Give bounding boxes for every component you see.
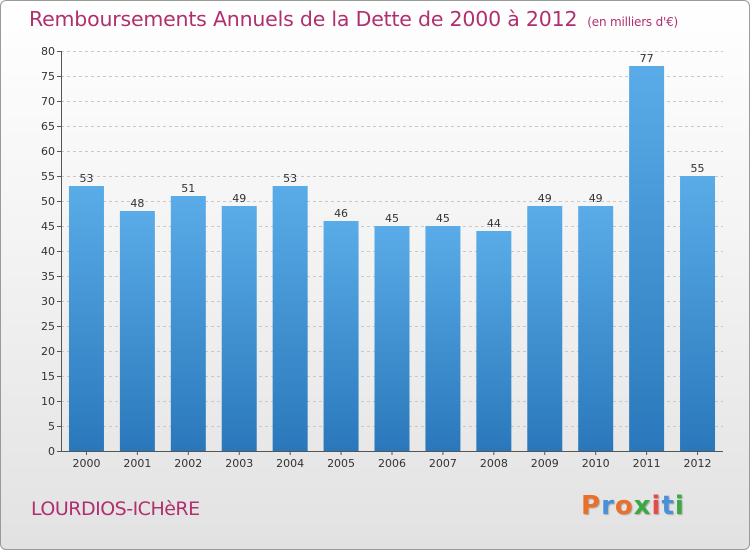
bar-value-label: 45 — [436, 212, 450, 225]
bar — [476, 231, 512, 451]
bar-value-label: 53 — [79, 172, 93, 185]
x-tick-label: 2007 — [429, 457, 457, 470]
y-tick-label: 60 — [41, 145, 55, 158]
bar-value-label: 46 — [334, 207, 348, 220]
chart-title-text: Remboursements Annuels de la Dette de 20… — [29, 7, 578, 31]
y-tick-label: 75 — [41, 70, 55, 83]
bar-value-label: 45 — [385, 212, 399, 225]
bar — [323, 221, 359, 451]
bar-value-label: 55 — [691, 162, 705, 175]
y-tick-label: 10 — [41, 395, 55, 408]
y-tick-label: 25 — [41, 320, 55, 333]
bar — [680, 176, 716, 451]
bar — [425, 226, 461, 451]
bar-value-label: 48 — [130, 197, 144, 210]
x-tick-label: 2010 — [582, 457, 610, 470]
logo-letter: r — [601, 491, 615, 521]
logo-letter: x — [633, 491, 652, 521]
bar-value-label: 51 — [181, 182, 195, 195]
logo-letter: i — [651, 491, 662, 521]
bar-value-label: 44 — [487, 217, 501, 230]
bar — [374, 226, 410, 451]
logo-letter: o — [614, 491, 634, 521]
x-tick-label: 2012 — [684, 457, 712, 470]
y-tick-label: 35 — [41, 270, 55, 283]
bar-value-label: 49 — [589, 192, 603, 205]
proxiti-logo[interactable]: Proxiti — [581, 491, 685, 521]
bar-value-label: 53 — [283, 172, 297, 185]
y-tick-label: 15 — [41, 370, 55, 383]
bar — [629, 66, 665, 451]
x-tick-label: 2004 — [276, 457, 304, 470]
x-tick-label: 2009 — [531, 457, 559, 470]
y-tick-label: 65 — [41, 120, 55, 133]
bar — [527, 206, 563, 451]
axes — [57, 51, 723, 455]
bar — [578, 206, 614, 451]
value-labels: 53 48 51 49 53 46 45 45 44 49 49 77 55 — [79, 52, 704, 230]
bar — [119, 211, 155, 451]
y-tick-label: 50 — [41, 195, 55, 208]
commune-name: LOURDIOS-ICHèRE — [31, 498, 200, 520]
bar — [68, 186, 104, 451]
bar-value-label: 49 — [538, 192, 552, 205]
bar — [272, 186, 308, 451]
bar — [221, 206, 257, 451]
tick-labels: 0 5 10 15 20 25 30 35 40 45 50 55 60 65 70 75 80 2000 2001… — [41, 45, 712, 470]
bar-value-label: 49 — [232, 192, 246, 205]
y-tick-label: 20 — [41, 345, 55, 358]
chart-title: Remboursements Annuels de la Dette de 20… — [29, 7, 678, 31]
y-tick-label: 55 — [41, 170, 55, 183]
y-tick-label: 45 — [41, 220, 55, 233]
logo-letter: P — [581, 491, 602, 521]
logo-letter: i — [674, 491, 685, 521]
x-tick-label: 2005 — [327, 457, 355, 470]
y-tick-label: 40 — [41, 245, 55, 258]
bar — [170, 196, 206, 451]
y-tick-label: 80 — [41, 45, 55, 58]
y-tick-label: 5 — [48, 420, 55, 433]
bars — [68, 66, 716, 451]
bar-value-label: 77 — [640, 52, 654, 65]
x-tick-label: 2011 — [633, 457, 661, 470]
y-tick-label: 0 — [48, 445, 55, 458]
x-tick-label: 2002 — [174, 457, 202, 470]
x-tick-label: 2008 — [480, 457, 508, 470]
chart-unit-note: (en milliers d'€) — [587, 15, 679, 29]
x-tick-label: 2003 — [225, 457, 253, 470]
x-tick-label: 2000 — [72, 457, 100, 470]
y-tick-label: 30 — [41, 295, 55, 308]
y-tick-label: 70 — [41, 95, 55, 108]
x-tick-label: 2001 — [123, 457, 151, 470]
x-tick-label: 2006 — [378, 457, 406, 470]
logo-letter: t — [661, 491, 675, 521]
